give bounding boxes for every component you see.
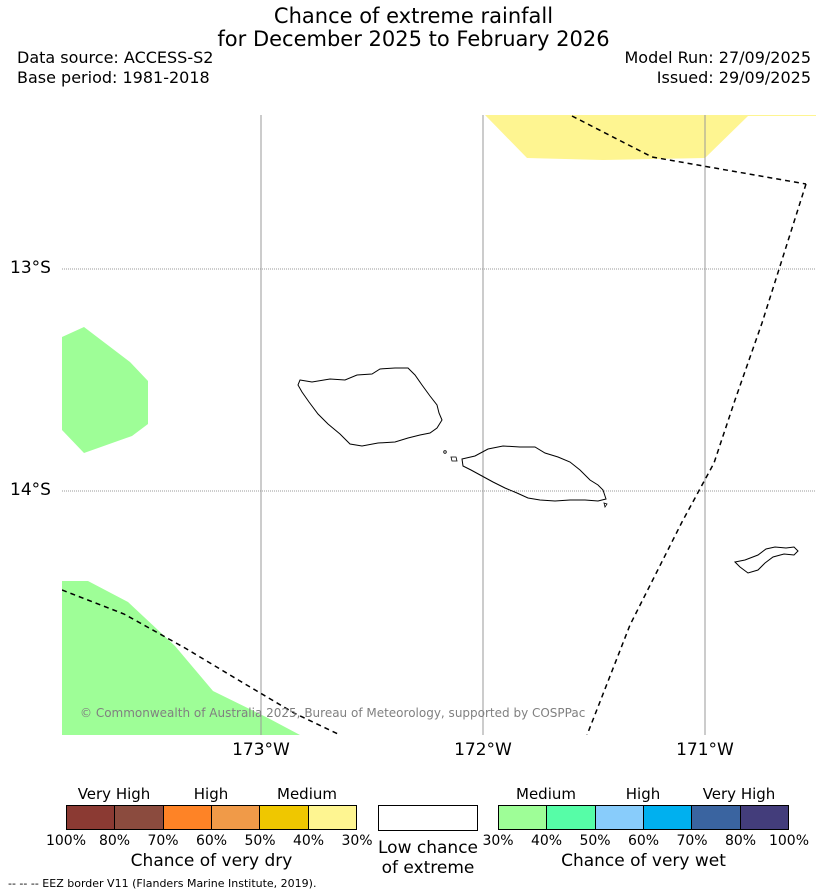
eez-border-north (571, 115, 807, 185)
wet-swatch-5 (740, 806, 788, 829)
map-title-line2: for December 2025 to February 2026 (217, 27, 610, 51)
low-chance-swatch (378, 805, 478, 831)
map-title-line1: Chance of extreme rainfall (273, 4, 554, 28)
dry-swatch-0 (67, 806, 116, 829)
islet-upolu-east (603, 502, 608, 508)
lat-label-13s: 13°S (10, 258, 51, 278)
eez-footer-note: -- -- -- EEZ border V11 (Flanders Marine… (8, 877, 317, 890)
low-chance-line2: of extreme (381, 858, 475, 878)
dry-swatch-1 (115, 806, 164, 829)
dry-header-very-high: Very High (77, 785, 151, 803)
dry-swatch-4 (260, 806, 309, 829)
wet-legend-title: Chance of very wet (561, 851, 726, 871)
map-credit: © Commonwealth of Australia 2025, Bureau… (80, 706, 586, 720)
islet-manono (450, 456, 458, 462)
lat-label-14s: 14°S (10, 480, 51, 500)
dry-tick-label: 50% (244, 833, 276, 849)
wet-swatch-4 (692, 806, 741, 829)
low-chance-label: Low chance of extreme (370, 838, 486, 878)
wet-swatch-1 (547, 806, 596, 829)
issued-date: Issued: 29/09/2025 (656, 68, 811, 87)
lon-label-172w: 172°W (454, 740, 512, 760)
base-period: Base period: 1981-2018 (17, 68, 210, 87)
dry-medium-region (485, 115, 816, 160)
dry-header-medium: Medium (277, 785, 337, 803)
island-upolu (461, 445, 607, 502)
eez-border-east (586, 183, 807, 735)
wet-tick-label: 80% (724, 833, 757, 849)
wet-tick-label: 30% (482, 833, 514, 849)
dry-tick-label: 100% (45, 833, 87, 849)
dry-header-high: High (193, 785, 229, 803)
islet-apolima (443, 450, 447, 454)
island-savaii (297, 367, 443, 447)
wet-swatch-0 (499, 806, 548, 829)
meta-left: Data source: ACCESS-S2 Base period: 1981… (17, 48, 213, 88)
wet-header-very-high: Very High (702, 785, 776, 803)
wet-medium-region-west (62, 327, 148, 453)
island-tutuila (733, 546, 799, 574)
dry-tick-label: 60% (195, 833, 228, 849)
wet-header-high: High (625, 785, 661, 803)
eez-border-southwest (62, 589, 341, 735)
lon-label-171w: 171°W (676, 740, 734, 760)
dry-tick-label: 40% (292, 833, 325, 849)
dry-swatch-3 (211, 806, 261, 829)
wet-tick-label: 40% (530, 833, 563, 849)
data-source: Data source: ACCESS-S2 (17, 48, 214, 67)
wet-tick-label: 60% (627, 833, 660, 849)
dry-tick-label: 30% (341, 833, 373, 849)
wet-tick-label: 50% (579, 833, 611, 849)
dry-swatch-2 (163, 806, 212, 829)
lon-label-173w: 173°W (232, 740, 290, 760)
wet-colorbar (498, 805, 789, 830)
dry-colorbar (66, 805, 357, 830)
dry-swatch-5 (308, 806, 356, 829)
low-chance-line1: Low chance (378, 838, 478, 858)
wet-swatch-2 (595, 806, 644, 829)
model-run: Model Run: 27/09/2025 (624, 48, 812, 67)
wet-medium-region-southwest (62, 581, 300, 735)
dry-legend-title: Chance of very dry (130, 851, 293, 871)
wet-swatch-3 (643, 806, 693, 829)
meta-right: Model Run: 27/09/2025 Issued: 29/09/2025 (625, 48, 812, 88)
dry-tick-label: 80% (98, 833, 131, 849)
dry-tick-label: 70% (147, 833, 179, 849)
wet-tick-label: 70% (676, 833, 708, 849)
wet-tick-label: 100% (768, 833, 810, 849)
wet-header-medium: Medium (516, 785, 576, 803)
